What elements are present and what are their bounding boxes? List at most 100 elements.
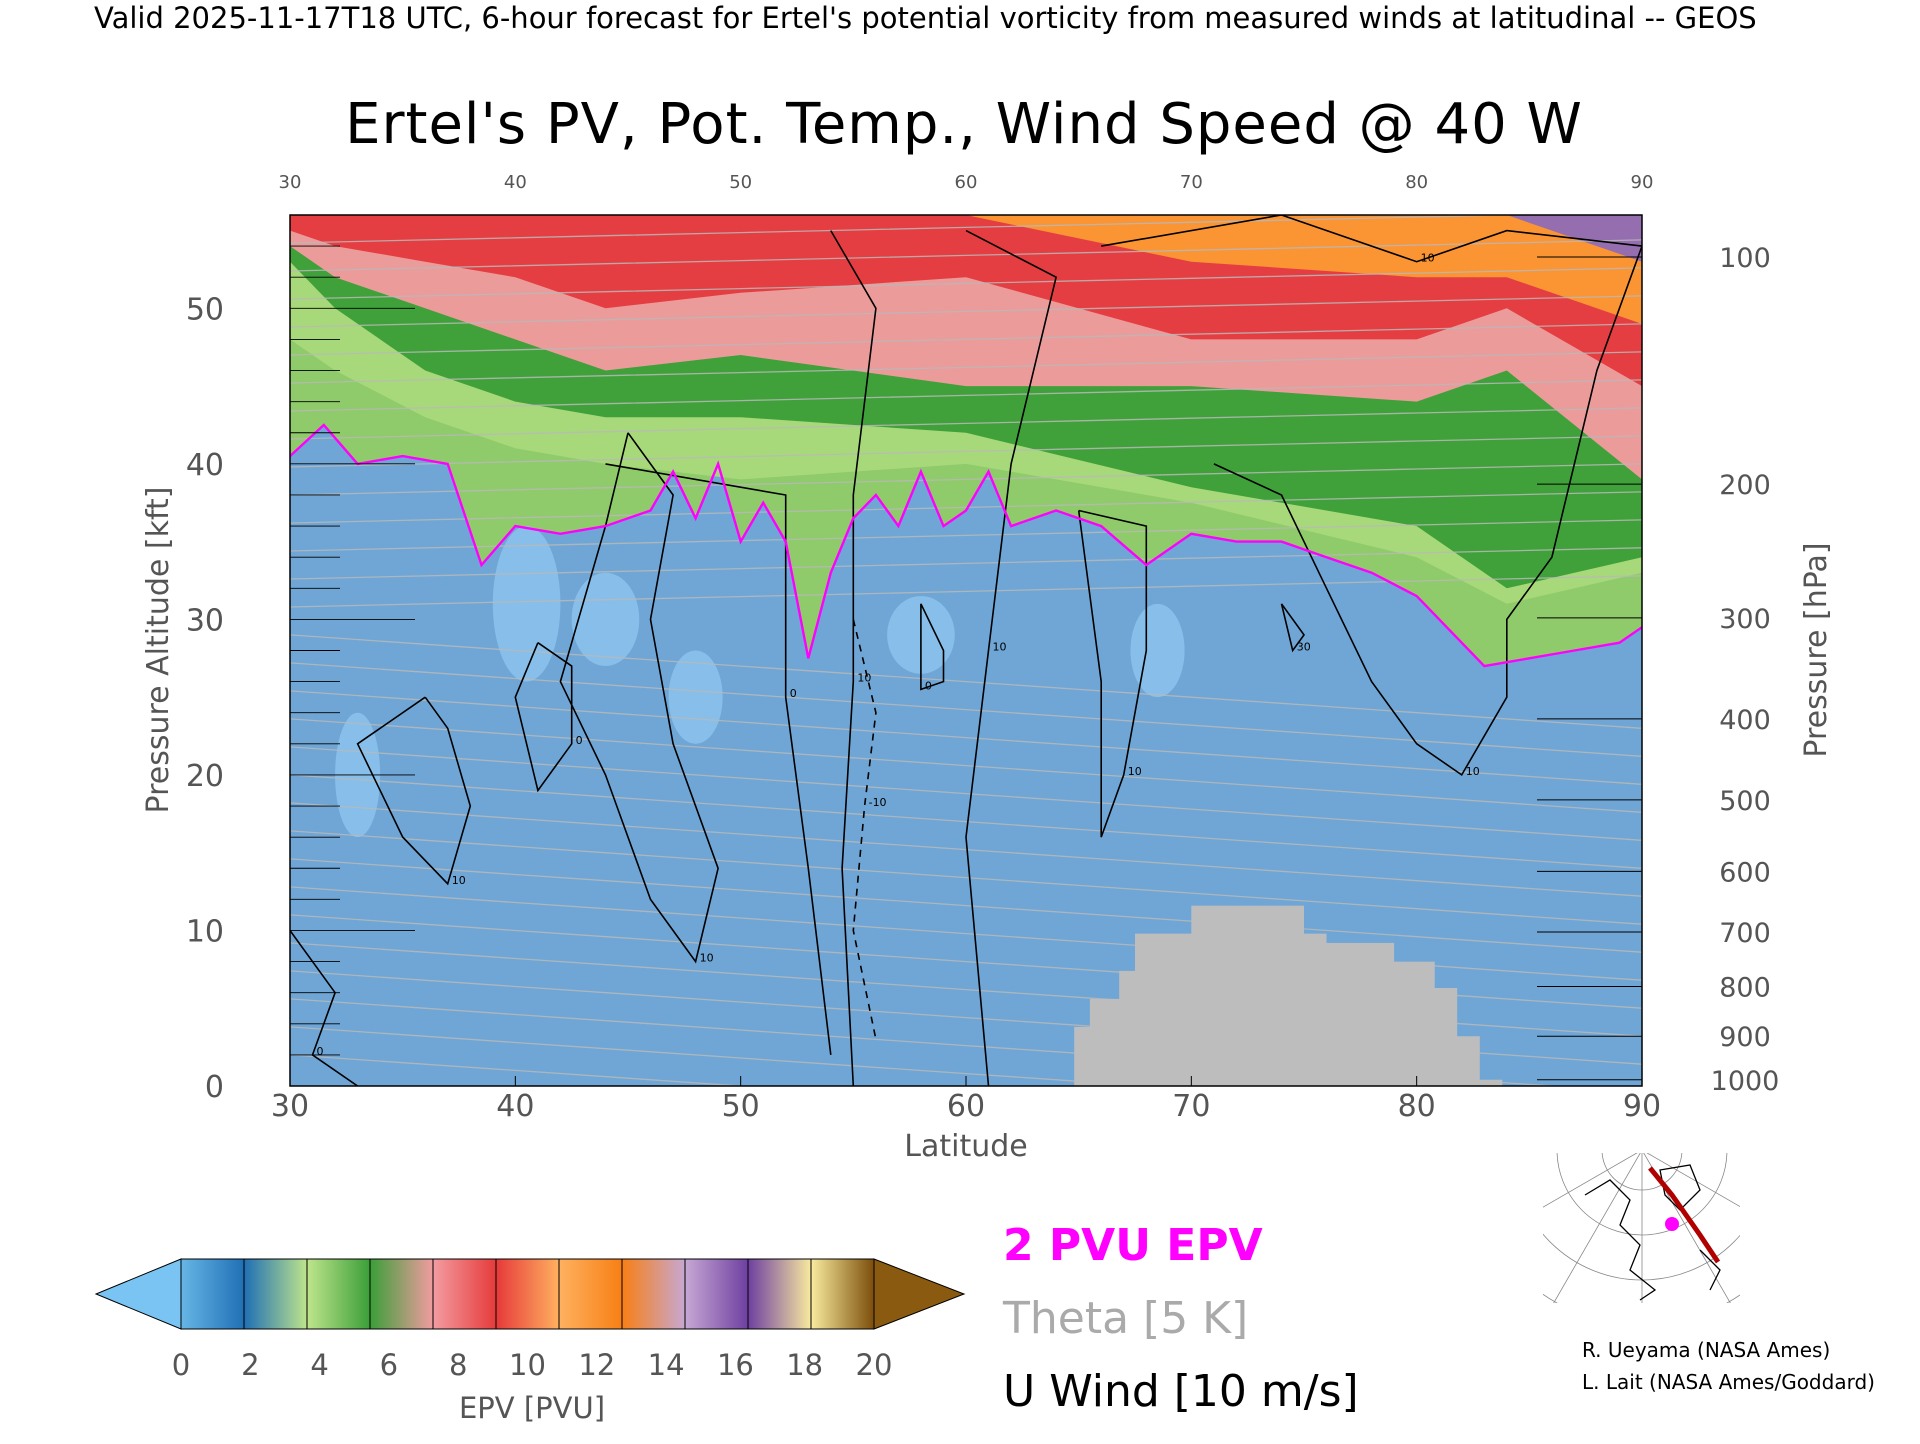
u-wind-contour-label: 10 (1128, 765, 1142, 778)
y-tick-label-right: 800 (1719, 972, 1771, 1003)
x-tick-label-top: 60 (955, 172, 978, 193)
map-location-marker (1665, 1217, 1679, 1231)
y-tick-label-left: 30 (186, 603, 224, 638)
u-wind-contour-label: 10 (993, 641, 1007, 654)
u-wind-contour (965, 229, 1058, 1086)
u-wind-contour (605, 463, 832, 1055)
map-meridian (1543, 1153, 1638, 1208)
y-tick-label-right: 700 (1719, 918, 1771, 949)
legend-wind: U Wind [10 m/s] (1003, 1366, 1359, 1417)
y-tick-label-left: 0 (205, 1070, 224, 1105)
legend: 2 PVU EPV Theta [5 K] U Wind [10 m/s] (1002, 1220, 1359, 1417)
u-wind-contour (852, 619, 877, 1040)
u-wind-contour-label: 0 (317, 1045, 324, 1058)
y-tick-label-left: 10 (186, 914, 224, 949)
y-tick-label-right: 100 (1719, 243, 1771, 274)
y-tick-label-right: 400 (1719, 705, 1771, 736)
colorbar-segment-fill (181, 1259, 245, 1329)
colorbar-segment-fill (307, 1259, 371, 1329)
u-wind-contour (920, 603, 945, 691)
u-wind-contour-label: 10 (1421, 252, 1435, 265)
x-tick-label: 60 (947, 1089, 985, 1124)
pv-patch-light (1130, 603, 1185, 698)
u-wind-contour-label: 10 (452, 874, 466, 887)
theta-line (290, 718, 1642, 813)
theta-line (290, 463, 1642, 496)
y-tick-label-left: 20 (186, 759, 224, 794)
theta-line (290, 802, 1642, 897)
theta-line (290, 575, 1642, 608)
y-tick-label-left: 50 (186, 292, 224, 327)
u-wind-contour-label: 10 (857, 672, 871, 685)
pv-patch-light (492, 526, 561, 682)
u-wind-contour (1101, 215, 1642, 263)
y-tick-label-right: 500 (1719, 786, 1771, 817)
legend-pvu: 2 PVU EPV (1003, 1220, 1263, 1271)
y-axis-left: 0 10 20 30 40 50 (186, 292, 224, 1105)
theta-line (290, 267, 1642, 300)
y-tick-label-right: 1000 (1711, 1066, 1780, 1097)
colorbar-over (873, 1258, 966, 1330)
u-wind-contour (356, 696, 472, 886)
theta-line (290, 774, 1642, 869)
y-axis-label-right: Pressure [hPa] (1799, 542, 1834, 757)
x-tick-label: 80 (1398, 1089, 1436, 1124)
colorbar-segment-fill (622, 1259, 686, 1329)
locator-map (1543, 1153, 1740, 1303)
colorbar-tick-label: 18 (786, 1348, 823, 1382)
pv-band-orange (290, 215, 1642, 324)
colorbar-segment-fill (748, 1259, 812, 1329)
theta-line (290, 323, 1642, 356)
theta-line (290, 746, 1642, 841)
theta-line (290, 830, 1642, 925)
x-tick-label-top: 90 (1631, 172, 1654, 193)
y-tick-label-left: 40 (186, 448, 224, 483)
theta-line (290, 690, 1642, 785)
y-axis-label-left: Pressure Altitude [kft] (141, 487, 176, 814)
x-tick-label: 30 (271, 1089, 309, 1124)
u-wind-contour-label: -10 (869, 796, 887, 809)
header-valid-line: Valid 2025-11-17T18 UTC, 6-hour forecast… (94, 1, 1757, 35)
u-wind-contour-label: 0 (925, 679, 932, 692)
colorbar-tick-label: 2 (241, 1348, 259, 1382)
map-meridian (1553, 1153, 1641, 1303)
colorbar-segment-fill (559, 1259, 623, 1329)
x-tick-label: 50 (722, 1089, 760, 1124)
u-wind-contour-label: 10 (1466, 765, 1480, 778)
chart-title: Ertel's PV, Pot. Temp., Wind Speed @ 40 … (345, 92, 1583, 157)
map-bg (1543, 1153, 1740, 1303)
pv-patch-light (571, 572, 640, 667)
x-tick-label: 90 (1623, 1089, 1661, 1124)
x-tick-label: 40 (496, 1089, 534, 1124)
theta-line (290, 295, 1642, 328)
theta-line (290, 491, 1642, 524)
colorbar-label: EPV [PVU] (459, 1391, 605, 1425)
y-axis-right: 1000 900 800 700 600 500 400 300 200 100 (1711, 243, 1780, 1097)
theta-line (290, 407, 1642, 440)
y-tick-label-right: 900 (1719, 1022, 1771, 1053)
y-tick-label-right: 300 (1719, 604, 1771, 635)
u-wind-contour-label: 0 (790, 687, 797, 700)
theta-line (290, 1054, 751, 1086)
colorbar: 0 2 4 6 8 10 12 14 16 18 20 (94, 1258, 966, 1382)
map-coastline (1584, 1164, 1721, 1301)
colorbar-segment-fill (433, 1259, 497, 1329)
terrain-polygon (1074, 905, 1503, 1086)
x-axis-top: 30 40 50 60 70 80 90 (279, 172, 1654, 193)
x-axis-bottom: 30 40 50 60 70 80 90 (271, 1076, 1661, 1124)
tropopause-2pvu (290, 423, 1642, 668)
legend-theta: Theta [5 K] (1002, 1293, 1248, 1344)
colorbar-tick-label: 12 (578, 1348, 615, 1382)
theta-line (290, 858, 1642, 953)
plot-area: 0 10 10 0 10 -10 10 0 10 30 10 10 0 (289, 214, 1643, 1087)
colorbar-segment-fill (244, 1259, 308, 1329)
u-wind-contour-label: 0 (576, 734, 583, 747)
x-tick-label: 70 (1172, 1089, 1210, 1124)
colorbar-tick-label: 6 (380, 1348, 398, 1382)
map-section-line (1648, 1166, 1721, 1264)
x-tick-label-top: 40 (504, 172, 527, 193)
y-tick-label-right: 200 (1719, 470, 1771, 501)
theta-line (290, 519, 1642, 552)
